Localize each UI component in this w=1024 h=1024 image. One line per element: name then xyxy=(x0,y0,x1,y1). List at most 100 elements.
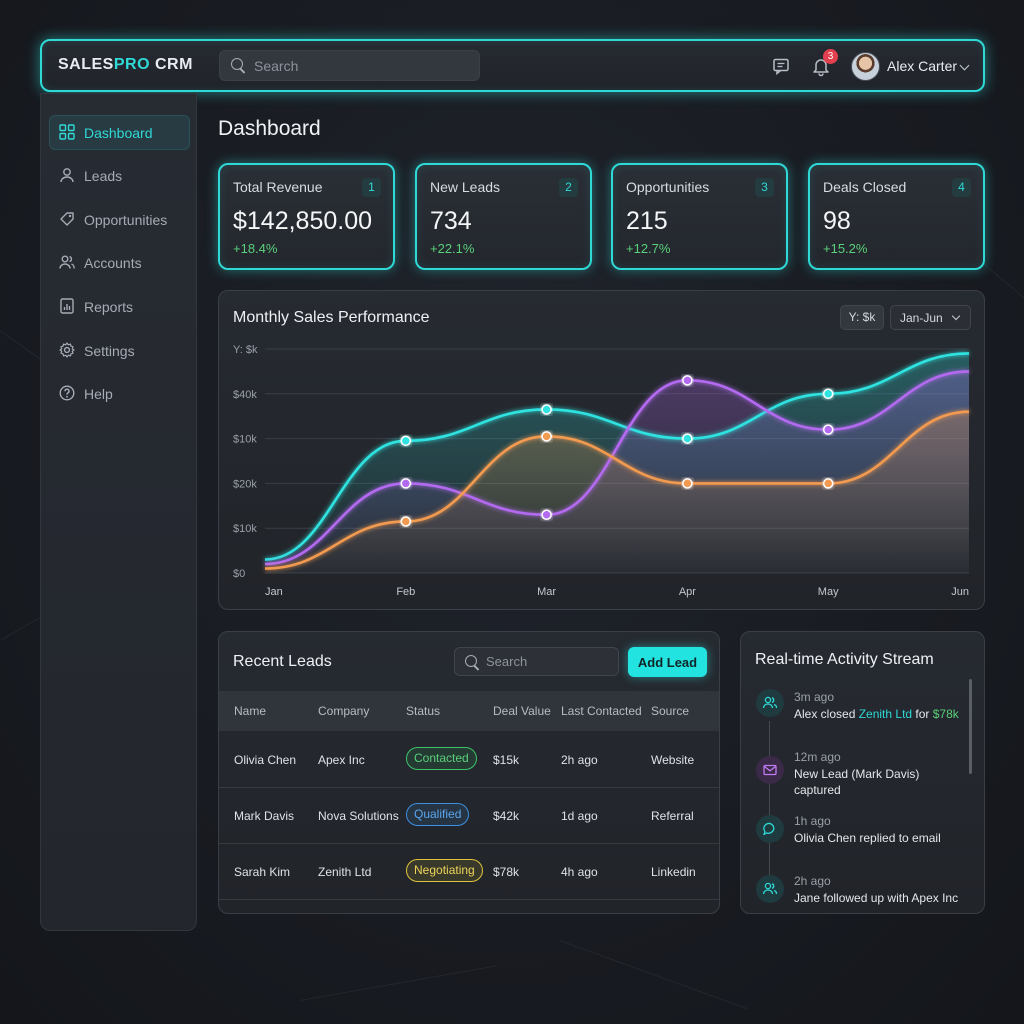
table-row[interactable]: Olivia Chen Apex Inc Contacted $15k 2h a… xyxy=(219,732,719,788)
help-icon xyxy=(59,385,75,401)
x-tick-label: Jun xyxy=(951,586,969,598)
date-range-select[interactable]: Jan-Jun xyxy=(890,305,971,330)
activity-scrollbar[interactable] xyxy=(969,679,972,774)
notification-badge: 3 xyxy=(823,49,838,64)
kpi-card-opportunities[interactable]: Opportunities 3 215 +12.7% xyxy=(611,163,788,270)
sidebar-item-label: Reports xyxy=(84,299,134,315)
kpi-value: 215 xyxy=(626,207,668,235)
y-tick-label: $10k xyxy=(233,434,257,446)
lead-deal-value: $78k xyxy=(493,865,520,879)
leads-title: Recent Leads xyxy=(233,653,332,670)
data-point[interactable] xyxy=(822,424,834,435)
column-header[interactable]: Status xyxy=(406,704,441,718)
activity-title: Real-time Activity Stream xyxy=(755,651,934,668)
report-icon xyxy=(60,298,74,314)
activity-item-icon xyxy=(756,756,784,784)
kpi-value: 98 xyxy=(823,207,851,235)
leads-search-input[interactable] xyxy=(486,648,614,675)
users-icon xyxy=(762,696,778,709)
kpi-change: +12.7% xyxy=(626,241,671,256)
activity-item-icon xyxy=(756,815,784,843)
users-icon xyxy=(762,882,778,895)
messages-icon[interactable] xyxy=(772,57,790,75)
chart-title: Monthly Sales Performance xyxy=(233,309,430,326)
table-row[interactable]: Sarah Kim Zenith Ltd Negotiating $78k 4h… xyxy=(219,844,719,900)
sidebar-item-opportunities[interactable]: Opportunities xyxy=(49,202,190,237)
chevron-down-icon[interactable] xyxy=(959,60,970,71)
y-axis-unit-badge[interactable]: Y: $k xyxy=(840,305,884,330)
table-row[interactable]: Mark Davis Nova Solutions Qualified $42k… xyxy=(219,788,719,844)
x-tick-label: May xyxy=(818,586,839,598)
lead-name: Olivia Chen xyxy=(234,753,297,767)
chevron-down-icon xyxy=(951,311,961,321)
global-search-input[interactable] xyxy=(254,51,474,80)
user-icon xyxy=(60,168,74,183)
x-tick-label: Mar xyxy=(537,586,556,598)
data-point[interactable] xyxy=(682,478,693,489)
data-point[interactable] xyxy=(822,478,834,489)
activity-time: 2h ago xyxy=(794,874,831,888)
data-point[interactable] xyxy=(400,516,412,527)
sidebar-item-leads[interactable]: Leads xyxy=(49,158,190,193)
sidebar-item-label: Settings xyxy=(84,343,135,359)
leads-search xyxy=(454,647,619,676)
data-point[interactable] xyxy=(682,433,693,444)
lead-source: Website xyxy=(651,753,695,767)
sidebar-item-label: Opportunities xyxy=(84,212,168,228)
lead-source: Referral xyxy=(651,809,694,823)
users-icon xyxy=(59,255,75,269)
data-point[interactable] xyxy=(541,509,552,521)
user-name[interactable]: Alex Carter xyxy=(887,58,958,74)
sidebar: Dashboard Leads Opportunities Accounts xyxy=(40,93,197,931)
column-header[interactable]: Name xyxy=(234,704,267,718)
sidebar-item-dashboard[interactable]: Dashboard xyxy=(49,115,190,150)
data-point[interactable] xyxy=(400,435,412,447)
activity-time: 3m ago xyxy=(794,690,835,704)
x-tick-label: Feb xyxy=(396,586,415,598)
data-point[interactable] xyxy=(541,404,552,415)
kpi-label: Total Revenue xyxy=(233,179,323,195)
lead-last-contacted: 4h ago xyxy=(561,865,598,879)
activity-item-icon xyxy=(756,875,784,903)
kpi-card-deals-closed[interactable]: Deals Closed 4 98 +15.2% xyxy=(808,163,985,270)
y-tick-label: $20k xyxy=(233,478,257,490)
lead-name: Mark Davis xyxy=(234,809,295,823)
activity-text: New Lead (Mark Davis) captured xyxy=(794,767,920,797)
timeline-connector xyxy=(769,781,770,817)
avatar[interactable] xyxy=(851,52,880,81)
data-point[interactable] xyxy=(400,478,412,489)
sidebar-item-settings[interactable]: Settings xyxy=(49,333,190,368)
sidebar-item-reports[interactable]: Reports xyxy=(49,289,190,324)
sidebar-item-help[interactable]: Help xyxy=(49,376,190,411)
column-header[interactable]: Company xyxy=(318,704,370,718)
series-line-1 xyxy=(264,352,970,561)
sales-line-chart: $0 $10k $20k $10k $40k Y: $k Jan Feb Mar Apr May Ju… xyxy=(233,344,970,598)
data-point[interactable] xyxy=(822,388,834,400)
activity-text: Jane followed up with Apex Inc xyxy=(794,891,959,905)
sidebar-item-label: Leads xyxy=(84,168,123,184)
activity-link[interactable]: Zenith Ltd xyxy=(858,707,913,721)
data-point[interactable] xyxy=(541,431,552,442)
activity-item-icon xyxy=(756,689,784,717)
search-icon xyxy=(231,58,245,72)
app-logo[interactable]: SALESPRO CRM xyxy=(58,56,193,73)
column-header[interactable]: Deal Value xyxy=(493,704,551,718)
lead-deal-value: $15k xyxy=(493,753,520,767)
kpi-change: +18.4% xyxy=(233,241,278,256)
column-header[interactable]: Last Contacted xyxy=(561,704,642,718)
y-tick-label: $40k xyxy=(233,389,257,401)
status-badge: Negotiating xyxy=(406,859,483,882)
kpi-card-new-leads[interactable]: New Leads 2 734 +22.1% xyxy=(415,163,592,270)
add-lead-button[interactable]: Add Lead xyxy=(628,647,707,677)
data-point[interactable] xyxy=(682,375,693,386)
kpi-card-total-revenue[interactable]: Total Revenue 1 $142,850.00 +18.4% xyxy=(218,163,395,270)
lead-name: Sarah Kim xyxy=(234,865,291,879)
column-header[interactable]: Source xyxy=(651,704,690,718)
lead-source: Linkedin xyxy=(651,865,696,879)
activity-time: 12m ago xyxy=(794,750,841,764)
global-search xyxy=(219,50,480,81)
search-icon xyxy=(465,655,479,669)
sidebar-item-accounts[interactable]: Accounts xyxy=(49,245,190,280)
lead-last-contacted: 2h ago xyxy=(561,753,598,767)
page-title: Dashboard xyxy=(218,117,321,140)
